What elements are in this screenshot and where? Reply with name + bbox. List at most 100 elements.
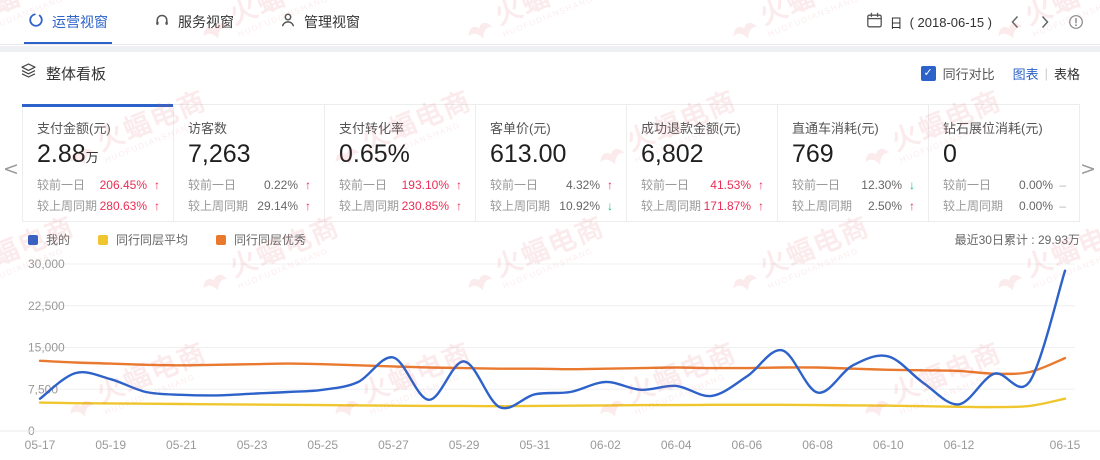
- kpi-compare-day: 较前一日 0.22% ↑: [188, 176, 311, 193]
- legend-label: 我的: [46, 233, 71, 247]
- kpi-card[interactable]: 支付金额(元) 2.88万 较前一日 206.45% ↑ 较上周同期 280.6…: [22, 104, 174, 222]
- info-icon[interactable]: [1068, 14, 1084, 30]
- y-axis-tick-label: 30,000: [28, 257, 65, 271]
- compare-day-pct: 193.10%: [401, 177, 449, 192]
- kpi-card[interactable]: 钻石展位消耗(元) 0 较前一日 0.00% – 较上周同期 0.00% –: [928, 104, 1080, 222]
- cards-scroll-right-icon[interactable]: >: [1080, 158, 1096, 180]
- chart-legend-row: 我的 同行同层平均 同行同层优秀 最近30日累计 : 29.93万: [28, 231, 1080, 248]
- summary-separator: :: [1027, 233, 1038, 247]
- x-axis-tick-label: 06-15: [1050, 438, 1081, 452]
- kpi-compare-day: 较前一日 206.45% ↑: [37, 176, 160, 193]
- view-toggle-separator: |: [1044, 65, 1048, 81]
- compare-week-label: 较上周同期: [943, 199, 1004, 213]
- x-axis-tick-label: 05-31: [519, 438, 550, 452]
- compare-week-label: 较上周同期: [792, 199, 853, 213]
- kpi-compare-week: 较上周同期 10.92% ↓: [490, 197, 613, 214]
- nav-tabs: 运营视窗 服务视窗 管理视窗: [24, 0, 406, 44]
- x-axis-tick-label: 06-10: [873, 438, 904, 452]
- next-date-button[interactable]: [1038, 14, 1052, 30]
- trend-arrow-icon: ↓: [909, 177, 915, 192]
- trend-arrow-icon: ↑: [305, 198, 311, 213]
- trend-arrow-icon: ↑: [758, 177, 764, 192]
- series-line-同行同层优秀: [38, 356, 1067, 376]
- cards-scroll-left-icon[interactable]: <: [3, 158, 19, 180]
- x-axis-tick-label: 06-12: [944, 438, 975, 452]
- calendar-icon: [866, 12, 883, 32]
- x-axis-tick-label: 05-23: [237, 438, 268, 452]
- date-value: ( 2018-06-15 ): [909, 14, 992, 30]
- kpi-card-title: 支付转化率: [339, 121, 405, 136]
- compare-week-pct: 280.63%: [99, 198, 147, 213]
- x-axis-tick-label: 05-19: [95, 438, 126, 452]
- y-axis-tick-label: 15,000: [28, 341, 65, 355]
- x-axis-tick-label: 05-29: [449, 438, 480, 452]
- trend-arrow-icon: ↓: [607, 198, 613, 213]
- kpi-compare-week: 较上周同期 230.85% ↑: [339, 197, 462, 214]
- kpi-compare-week: 较上周同期 280.63% ↑: [37, 197, 160, 214]
- peer-compare-checkbox[interactable]: ✓: [920, 65, 936, 81]
- legend-label: 同行同层平均: [116, 233, 189, 247]
- kpi-card[interactable]: 支付转化率 0.65% 较前一日 193.10% ↑ 较上周同期 230.85%…: [324, 104, 476, 222]
- date-picker[interactable]: 日 ( 2018-06-15 ): [866, 12, 992, 32]
- legend-swatch-icon: [98, 234, 109, 245]
- legend-swatch-icon: [28, 234, 38, 245]
- kpi-card[interactable]: 成功退款金额(元) 6,802 较前一日 41.53% ↑ 较上周同期 171.…: [626, 104, 778, 222]
- tab-label: 管理视窗: [304, 14, 360, 30]
- compare-day-pct: 4.32%: [565, 177, 600, 192]
- kpi-card[interactable]: 客单价(元) 613.00 较前一日 4.32% ↑ 较上周同期 10.92% …: [475, 104, 627, 222]
- tab-operations-view[interactable]: 运营视窗: [24, 0, 112, 44]
- x-axis-tick-label: 06-06: [732, 438, 763, 452]
- kpi-card-value: 769: [792, 140, 834, 168]
- trend-arrow-icon: ↑: [607, 177, 613, 192]
- top-nav: 运营视窗 服务视窗 管理视窗 日 ( 2018-06-15 ): [0, 0, 1100, 45]
- kpi-compare-day: 较前一日 193.10% ↑: [339, 176, 462, 193]
- kpi-cards-row: 支付金额(元) 2.88万 较前一日 206.45% ↑ 较上周同期 280.6…: [22, 104, 1080, 222]
- prev-date-button[interactable]: [1008, 14, 1022, 30]
- compare-week-label: 较上周同期: [37, 199, 98, 213]
- series-line-我的: [38, 269, 1067, 410]
- compare-day-pct: 206.45%: [99, 177, 147, 192]
- x-axis-tick-label: 05-17: [25, 438, 56, 452]
- summary-value: 29.93万: [1037, 233, 1080, 247]
- kpi-card[interactable]: 访客数 7,263 较前一日 0.22% ↑ 较上周同期 29.14% ↑: [173, 104, 325, 222]
- kpi-card[interactable]: 直通车消耗(元) 769 较前一日 12.30% ↓ 较上周同期 2.50% ↑: [777, 104, 929, 222]
- y-axis-tick-label: 7,500: [28, 382, 58, 396]
- trend-arrow-icon: ↑: [456, 198, 462, 213]
- kpi-card-value: 2.88万: [37, 140, 99, 168]
- kpi-card-title: 钻石展位消耗(元): [943, 121, 1043, 136]
- compare-week-label: 较上周同期: [188, 199, 249, 213]
- trend-arrow-icon: ↑: [305, 177, 311, 192]
- legend-item[interactable]: 同行同层平均: [98, 231, 188, 248]
- series-line-同行同层平均: [38, 397, 1067, 409]
- trend-arrow-icon: ↑: [456, 177, 462, 192]
- peer-compare-label: 同行对比: [942, 66, 995, 82]
- kpi-card-value: 0.65%: [339, 140, 410, 168]
- section-header: 整体看板 ✓ 同行对比 图表 | 表格: [0, 52, 1100, 94]
- legend-item[interactable]: 同行同层优秀: [216, 231, 306, 248]
- tab-management-view[interactable]: 管理视窗: [280, 0, 360, 44]
- tab-label: 运营视窗: [52, 14, 108, 30]
- compare-day-label: 较前一日: [943, 178, 992, 192]
- summary-label: 最近30日累计: [954, 233, 1028, 247]
- legend-item[interactable]: 我的: [28, 231, 70, 248]
- view-toggle-table[interactable]: 表格: [1053, 66, 1080, 82]
- legend-swatch-icon: [216, 234, 227, 245]
- legend-label: 同行同层优秀: [234, 233, 307, 247]
- compare-week-pct: 10.92%: [559, 198, 600, 213]
- compare-week-pct: 171.87%: [703, 198, 751, 213]
- trend-arrow-icon: ↑: [154, 198, 160, 213]
- kpi-compare-week: 较上周同期 2.50% ↑: [792, 197, 915, 214]
- view-toggle-chart[interactable]: 图表: [1012, 66, 1039, 82]
- kpi-card-value: 613.00: [490, 140, 567, 168]
- summary-30d: 最近30日累计 : 29.93万: [955, 231, 1080, 248]
- x-axis-tick-label: 06-08: [802, 438, 833, 452]
- compare-day-pct: 41.53%: [710, 177, 751, 192]
- date-granularity: 日: [889, 15, 903, 31]
- compare-day-label: 较前一日: [37, 178, 86, 192]
- x-axis-tick-label: 05-27: [378, 438, 409, 452]
- compare-week-label: 较上周同期: [641, 199, 702, 213]
- tab-service-view[interactable]: 服务视窗: [154, 0, 234, 44]
- compare-week-pct: 29.14%: [257, 198, 298, 213]
- refresh-ring-icon: [28, 12, 44, 33]
